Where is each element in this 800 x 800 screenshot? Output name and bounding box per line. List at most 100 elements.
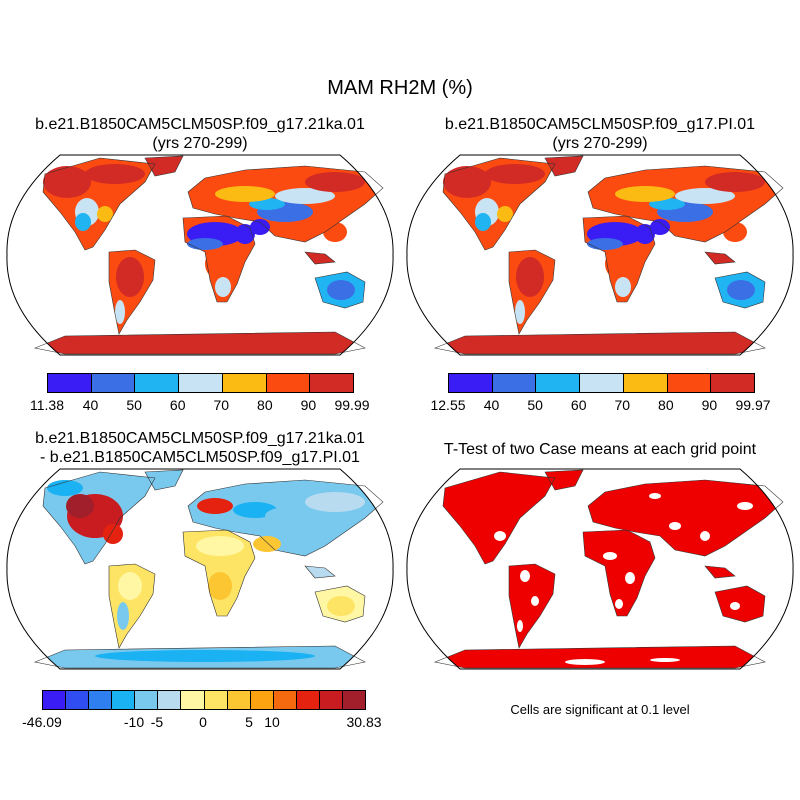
colorbar-tick-label: -46.09 <box>22 714 62 730</box>
coastline <box>508 249 556 335</box>
map-region <box>305 172 365 192</box>
coastline <box>704 251 736 265</box>
coastline <box>144 155 184 177</box>
map-region <box>715 586 765 622</box>
map-region <box>75 213 91 231</box>
colorbar-swatch <box>319 691 344 709</box>
map-region <box>47 480 83 496</box>
coastline <box>314 585 366 623</box>
coastline <box>714 585 766 623</box>
colorbar-swatch <box>135 374 180 392</box>
colorbar-swatch <box>66 691 90 709</box>
panel3-title-line1: b.e21.B1850CAM5CLM50SP.f09_g17.21ka.01 <box>35 430 365 447</box>
map-region <box>103 524 123 544</box>
coastline <box>182 215 256 303</box>
colorbar-swatch <box>623 374 668 392</box>
panel4-map <box>406 468 794 670</box>
panel1-title: b.e21.B1850CAM5CLM50SP.f09_g17.21ka.01 (… <box>0 115 400 153</box>
colorbar-swatch <box>449 374 493 392</box>
map-region <box>443 166 491 198</box>
coastline <box>582 529 656 617</box>
map-region <box>187 238 223 250</box>
map-region <box>443 472 555 564</box>
map-region <box>705 172 765 192</box>
colorbar-tick-label: -5 <box>150 714 164 730</box>
colorbar-tick-label: 99.99 <box>334 397 370 413</box>
map-region <box>700 531 710 541</box>
panel1-colorbar <box>47 373 354 393</box>
map-region <box>603 552 617 560</box>
map-region <box>250 219 270 235</box>
colorbar-tick-label: 90 <box>701 397 718 413</box>
map-region <box>197 498 233 514</box>
colorbar-swatch <box>204 691 228 709</box>
panel3-map <box>6 468 394 670</box>
coastline <box>433 331 766 355</box>
map-region <box>650 658 680 662</box>
colorbar-swatch <box>343 691 366 709</box>
map-region <box>475 213 491 231</box>
map-region <box>669 522 681 530</box>
colorbar-tick-label: 5 <box>245 714 253 730</box>
map-border <box>6 468 394 670</box>
colorbar-tick-label: 60 <box>169 397 186 413</box>
map-region <box>97 206 113 222</box>
map-region <box>215 277 231 297</box>
map-region <box>435 332 765 354</box>
colorbar-tick-label: 10 <box>264 714 280 730</box>
colorbar-swatch <box>179 374 223 392</box>
colorbar-swatch <box>711 374 755 392</box>
colorbar-tick-label: 60 <box>570 397 587 413</box>
colorbar-swatch <box>667 374 712 392</box>
map-region <box>531 596 539 606</box>
map-region <box>117 602 129 630</box>
map-region <box>605 250 629 278</box>
panel1-map <box>6 154 394 356</box>
map-border <box>406 154 794 356</box>
coastline <box>182 529 256 617</box>
colorbar-tick-label: 40 <box>483 397 500 413</box>
panel2-title-line1: b.e21.B1850CAM5CLM50SP.f09_g17.PI.01 <box>444 116 756 133</box>
colorbar-tick-label: 0 <box>199 714 207 730</box>
coastline <box>442 157 556 251</box>
map-region <box>265 506 325 526</box>
map-region <box>649 493 661 499</box>
map-border <box>6 154 394 356</box>
map-region <box>145 470 183 490</box>
colorbar-swatch <box>222 374 267 392</box>
colorbar-tick-label: 70 <box>213 397 230 413</box>
colorbar-swatch <box>296 691 320 709</box>
panel2-title: b.e21.B1850CAM5CLM50SP.f09_g17.PI.01 (yr… <box>400 115 800 153</box>
map-region <box>615 186 675 202</box>
colorbar-tick-label: 80 <box>658 397 674 413</box>
colorbar-swatch <box>135 691 159 709</box>
coastline <box>42 471 156 565</box>
map-region <box>730 602 740 610</box>
coastline <box>433 645 766 669</box>
colorbar-tick-label: 50 <box>527 397 543 413</box>
colorbar-tick-label: 99.97 <box>735 397 771 413</box>
colorbar-tick-label: -10 <box>123 714 145 730</box>
map-region <box>517 620 523 632</box>
colorbar-tick-label: 40 <box>82 397 99 413</box>
coastline <box>704 565 736 579</box>
panel1-title-line1: b.e21.B1850CAM5CLM50SP.f09_g17.21ka.01 <box>35 116 365 133</box>
map-region <box>588 480 783 556</box>
panel2-map <box>406 154 794 356</box>
colorbar-swatch <box>158 691 182 709</box>
map-region <box>66 494 94 518</box>
map-region <box>497 206 513 222</box>
coastline <box>304 565 336 579</box>
panel3-title-line2: - b.e21.B1850CAM5CLM50SP.f09_g17.PI.01 <box>40 449 360 466</box>
colorbar-tick-label: 50 <box>126 397 142 413</box>
map-region <box>85 164 145 184</box>
coastline <box>544 469 584 491</box>
map-region <box>323 222 347 242</box>
map-region <box>494 531 506 541</box>
map-border <box>406 468 794 670</box>
coastline <box>304 251 336 265</box>
map-region <box>43 166 91 198</box>
colorbar-tick-label: 11.38 <box>30 397 64 413</box>
map-region <box>727 280 755 300</box>
colorbar-tick-label: 90 <box>300 397 317 413</box>
